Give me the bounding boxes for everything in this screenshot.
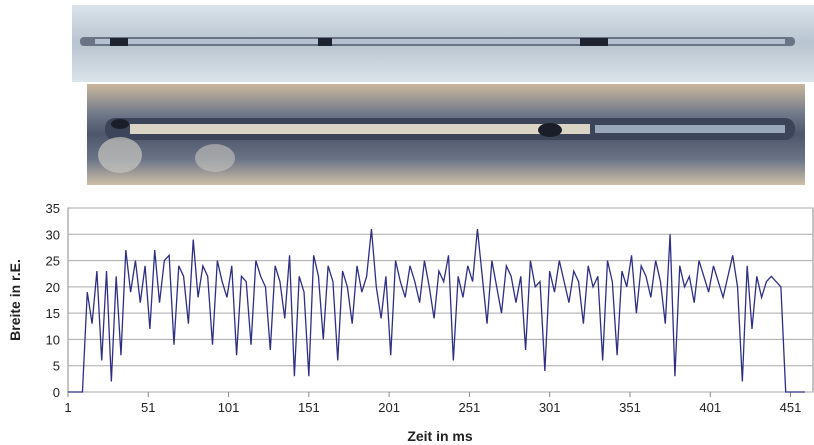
x-tick-label: 401 (699, 400, 721, 415)
weld-photo-bottom (87, 84, 805, 185)
y-tick-label: 0 (53, 385, 60, 400)
y-axis-label: Breite in r.E. (7, 259, 23, 341)
y-tick-label: 5 (53, 359, 60, 374)
y-tick-label: 15 (46, 306, 60, 321)
y-tick-label: 10 (46, 332, 60, 347)
y-tick-label: 25 (46, 254, 60, 269)
x-tick-label: 101 (218, 400, 240, 415)
weld-photo-top (72, 5, 814, 82)
x-axis-label: Zeit in ms (407, 428, 473, 444)
x-tick-label: 451 (780, 400, 802, 415)
x-tick-label: 151 (298, 400, 320, 415)
x-tick-label: 1 (64, 400, 71, 415)
x-tick-label: 251 (459, 400, 481, 415)
y-tick-label: 30 (46, 227, 60, 242)
y-tick-label: 35 (46, 201, 60, 216)
plot-frame (67, 207, 814, 393)
x-tick-label: 301 (539, 400, 561, 415)
data-line (68, 228, 805, 393)
y-tick-label: 20 (46, 280, 60, 295)
x-tick-label: 351 (619, 400, 641, 415)
x-tick-label: 201 (378, 400, 400, 415)
x-tick-label: 51 (141, 400, 155, 415)
